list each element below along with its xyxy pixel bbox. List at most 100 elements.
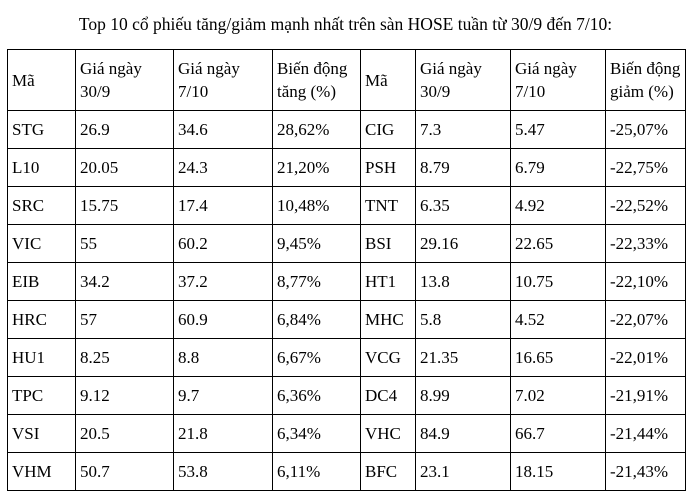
table-row: STG 26.9 34.6 28,62% CIG 7.3 5.47 -25,07% — [7, 110, 686, 149]
table-body: STG 26.9 34.6 28,62% CIG 7.3 5.47 -25,07% L10 20.… — [7, 110, 686, 491]
stock-code-cell: BFC — [360, 452, 416, 491]
column-header-price-7-10-losers: Giá ngày 7/10 — [510, 49, 606, 111]
table-cell: 8.79 — [415, 148, 511, 187]
table-cell: 21.35 — [415, 338, 511, 377]
table-cell: 26.9 — [75, 110, 174, 149]
table-cell: 7.3 — [415, 110, 511, 149]
table-row: EIB 34.2 37.2 8,77% HT1 13.8 10.75 -22,10% — [7, 262, 686, 301]
table-cell: 9,45% — [272, 224, 361, 263]
stock-code-cell: CIG — [360, 110, 416, 149]
column-header-code-gainers: Mã — [7, 49, 76, 111]
stock-code-cell: L10 — [7, 148, 76, 187]
table-cell: 20.05 — [75, 148, 174, 187]
table-cell: -22,01% — [605, 338, 686, 377]
table-cell: 10.75 — [510, 262, 606, 301]
table-cell: 16.65 — [510, 338, 606, 377]
table-cell: 10,48% — [272, 186, 361, 225]
table-cell: 6,34% — [272, 414, 361, 453]
stocks-table: Mã Giá ngày 30/9 Giá ngày 7/10 Biến động… — [7, 49, 686, 491]
table-row: HRC 57 60.9 6,84% MHC 5.8 4.52 -22,07% — [7, 300, 686, 339]
table-cell: 7.02 — [510, 376, 606, 415]
table-cell: 6,84% — [272, 300, 361, 339]
table-cell: 17.4 — [173, 186, 273, 225]
table-cell: 21,20% — [272, 148, 361, 187]
table-cell: -22,33% — [605, 224, 686, 263]
table-cell: 15.75 — [75, 186, 174, 225]
table-cell: 6,36% — [272, 376, 361, 415]
stock-code-cell: DC4 — [360, 376, 416, 415]
table-cell: 13.8 — [415, 262, 511, 301]
table-cell: 8,77% — [272, 262, 361, 301]
table-cell: -22,75% — [605, 148, 686, 187]
table-cell: 37.2 — [173, 262, 273, 301]
table-row: VHM 50.7 53.8 6,11% BFC 23.1 18.15 -21,43% — [7, 452, 686, 491]
table-row: HU1 8.25 8.8 6,67% VCG 21.35 16.65 -22,01% — [7, 338, 686, 377]
table-cell: 29.16 — [415, 224, 511, 263]
stock-code-cell: VCG — [360, 338, 416, 377]
stock-code-cell: VHM — [7, 452, 76, 491]
stock-code-cell: HT1 — [360, 262, 416, 301]
column-header-price-30-9-losers: Giá ngày 30/9 — [415, 49, 511, 111]
column-header-change-down: Biến động giảm (%) — [605, 49, 686, 111]
table-cell: 22.65 — [510, 224, 606, 263]
table-cell: 5.8 — [415, 300, 511, 339]
column-header-change-up: Biến động tăng (%) — [272, 49, 361, 111]
table-cell: 20.5 — [75, 414, 174, 453]
table-cell: -22,10% — [605, 262, 686, 301]
table-cell: 24.3 — [173, 148, 273, 187]
stock-code-cell: MHC — [360, 300, 416, 339]
table-row: TPC 9.12 9.7 6,36% DC4 8.99 7.02 -21,91% — [7, 376, 686, 415]
stock-code-cell: TPC — [7, 376, 76, 415]
table-cell: 4.52 — [510, 300, 606, 339]
table-row: SRC 15.75 17.4 10,48% TNT 6.35 4.92 -22,52% — [7, 186, 686, 225]
table-cell: 8.25 — [75, 338, 174, 377]
table-cell: 84.9 — [415, 414, 511, 453]
table-cell: 53.8 — [173, 452, 273, 491]
table-row: L10 20.05 24.3 21,20% PSH 8.79 6.79 -22,75% — [7, 148, 686, 187]
column-header-code-losers: Mã — [360, 49, 416, 111]
table-cell: 4.92 — [510, 186, 606, 225]
table-cell: 34.2 — [75, 262, 174, 301]
table-cell: 9.12 — [75, 376, 174, 415]
table-cell: 6,11% — [272, 452, 361, 491]
table-cell: 50.7 — [75, 452, 174, 491]
table-cell: 55 — [75, 224, 174, 263]
table-cell: 60.2 — [173, 224, 273, 263]
table-row: VSI 20.5 21.8 6,34% VHC 84.9 66.7 -21,44% — [7, 414, 686, 453]
stock-code-cell: TNT — [360, 186, 416, 225]
stock-code-cell: HRC — [7, 300, 76, 339]
table-cell: 9.7 — [173, 376, 273, 415]
table-row: VIC 55 60.2 9,45% BSI 29.16 22.65 -22,33% — [7, 224, 686, 263]
table-cell: 6.35 — [415, 186, 511, 225]
table-cell: 6.79 — [510, 148, 606, 187]
table-cell: 6,67% — [272, 338, 361, 377]
stock-code-cell: STG — [7, 110, 76, 149]
table-cell: 28,62% — [272, 110, 361, 149]
table-cell: 60.9 — [173, 300, 273, 339]
table-cell: 23.1 — [415, 452, 511, 491]
stock-code-cell: VIC — [7, 224, 76, 263]
table-cell: 66.7 — [510, 414, 606, 453]
page-title: Top 10 cổ phiếu tăng/giảm mạnh nhất trên… — [78, 14, 613, 34]
stock-code-cell: HU1 — [7, 338, 76, 377]
column-header-price-30-9-gainers: Giá ngày 30/9 — [75, 49, 174, 111]
table-cell: 21.8 — [173, 414, 273, 453]
table-cell: 57 — [75, 300, 174, 339]
table-cell: -21,91% — [605, 376, 686, 415]
stock-code-cell: SRC — [7, 186, 76, 225]
table-header-row: Mã Giá ngày 30/9 Giá ngày 7/10 Biến động… — [7, 49, 686, 111]
table-cell: -22,52% — [605, 186, 686, 225]
stock-code-cell: BSI — [360, 224, 416, 263]
table-cell: 8.8 — [173, 338, 273, 377]
table-cell: -25,07% — [605, 110, 686, 149]
table-cell: -22,07% — [605, 300, 686, 339]
table-cell: -21,43% — [605, 452, 686, 491]
table-cell: 18.15 — [510, 452, 606, 491]
table-cell: 34.6 — [173, 110, 273, 149]
stock-code-cell: VHC — [360, 414, 416, 453]
stock-code-cell: EIB — [7, 262, 76, 301]
stock-code-cell: PSH — [360, 148, 416, 187]
table-cell: -21,44% — [605, 414, 686, 453]
table-cell: 8.99 — [415, 376, 511, 415]
table-cell: 5.47 — [510, 110, 606, 149]
